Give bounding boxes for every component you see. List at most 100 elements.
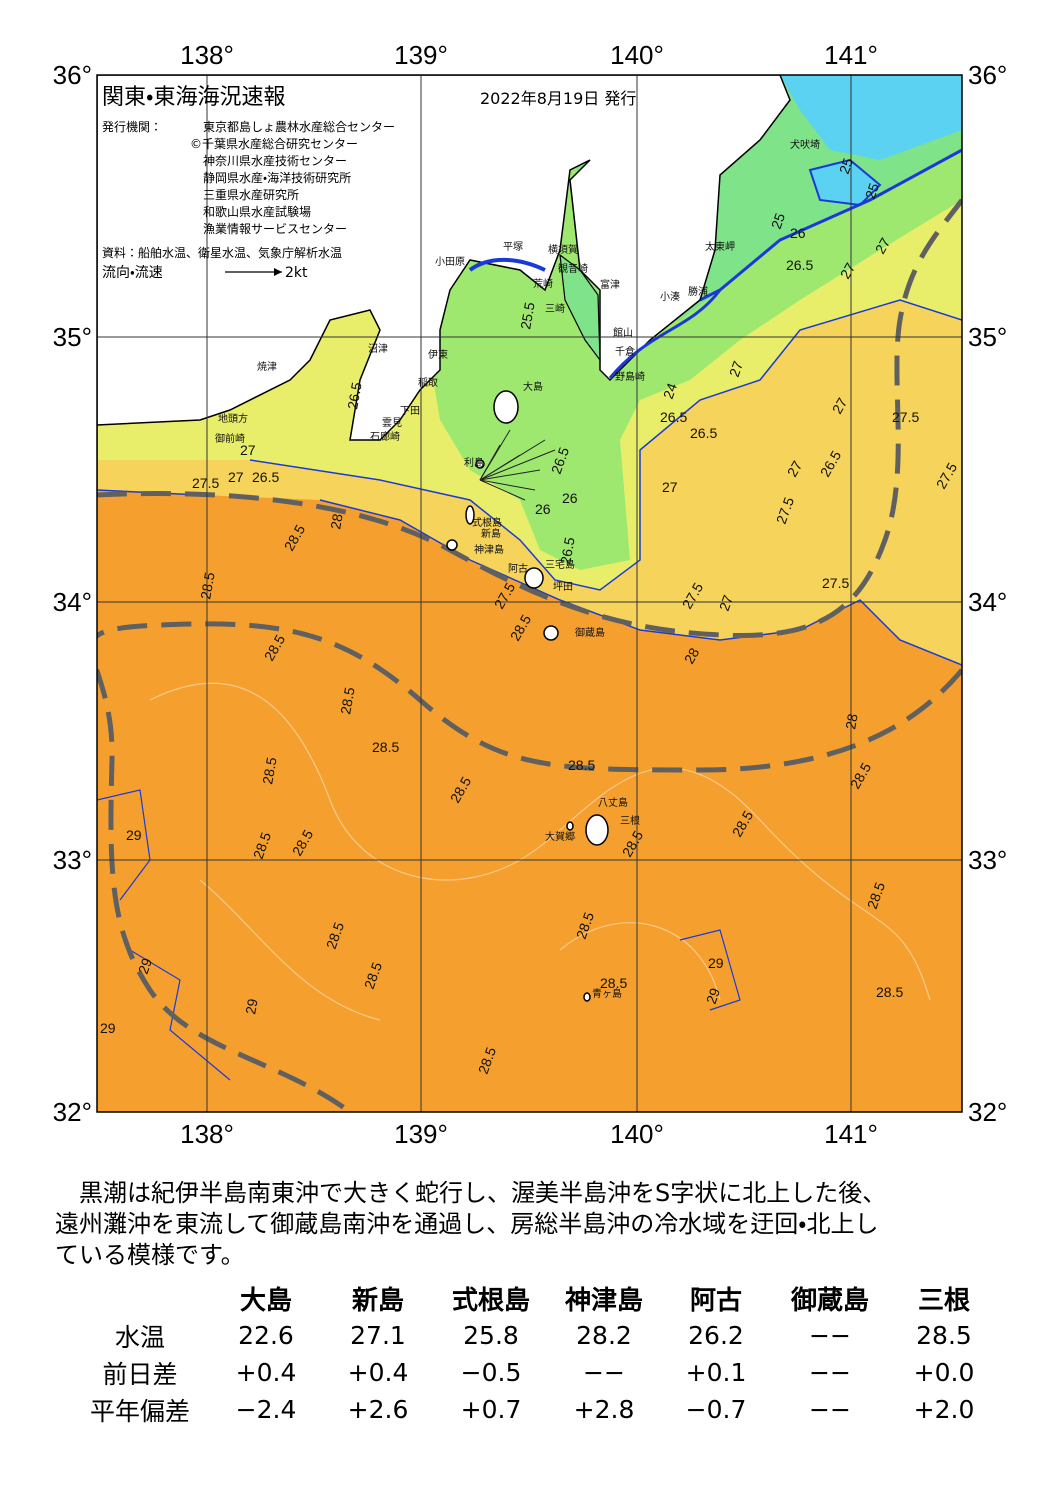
issuer-label: 発行機関：: [102, 120, 162, 134]
contour-label: 27.5: [192, 475, 219, 491]
contour-label: 28.5: [600, 975, 627, 991]
table-cell: −−: [809, 1358, 851, 1387]
contour-label: 27: [228, 469, 244, 485]
contour-label: 27: [240, 442, 256, 458]
row-header: 平年偏差: [89, 1396, 190, 1426]
contour-label: 29: [135, 956, 155, 976]
table-cell: 25.8: [463, 1321, 519, 1350]
table-row: 水温 22.6 27.1 25.8 28.2 26.2 −− 28.5: [70, 1317, 1000, 1354]
place-name: 野島崎: [615, 370, 645, 383]
lat-label-left: 33°: [53, 845, 92, 875]
row-header: 水温: [114, 1322, 165, 1352]
issuer: 漁業情報サービスセンター: [203, 222, 347, 236]
table-cell: 27.1: [350, 1321, 406, 1350]
place-name: 伊東: [428, 348, 448, 361]
description-line: 黒潮は紀伊半島南東沖で大きく蛇行し、渥美半島沖をS字状に北上した後、: [79, 1179, 887, 1207]
place-name: 御前崎: [215, 432, 245, 445]
table-cell: 28.5: [916, 1321, 972, 1350]
contour-label: 25.5: [517, 301, 538, 331]
lat-label-left: 35°: [53, 322, 92, 352]
place-name: 石廊崎: [370, 430, 400, 443]
contour-label: 28.5: [372, 739, 399, 755]
table-cell: +2.0: [913, 1395, 975, 1424]
contour-label: 27: [662, 479, 678, 495]
place-name: 利島: [464, 456, 484, 469]
place-name: 雲見: [382, 417, 402, 429]
place-name: 式根島: [472, 516, 502, 529]
contour-label: 25: [768, 211, 788, 231]
lon-label-bottom: 141°: [824, 1119, 878, 1149]
table-row: 前日差 +0.4 +0.4 −0.5 −− +0.1 −− +0.0: [70, 1354, 1000, 1391]
graticule: [97, 75, 962, 1112]
place-name: 青ヶ島: [592, 987, 622, 1000]
table-cell: −−: [809, 1395, 851, 1424]
contour-label: 26.5: [690, 425, 717, 441]
place-name: 大島: [523, 380, 543, 393]
contour-label: 28.5: [337, 686, 358, 716]
place-name: 稲取: [418, 377, 438, 389]
lon-label-top: 140°: [610, 40, 664, 70]
contour-label: 27: [716, 593, 736, 613]
labels: 138° 138° 139° 139° 140° 140° 141° 141° 36° 36° 35…: [53, 40, 1008, 1149]
contour-label: 26: [790, 225, 806, 241]
contour-label: 26: [562, 490, 578, 506]
place-name: 平塚: [503, 241, 523, 253]
place-name: 横須賀: [548, 243, 578, 256]
place-name: 小田原: [435, 256, 465, 268]
column-header: 新島: [351, 1286, 404, 1316]
place-name: 御蔵島: [575, 626, 605, 639]
table-cell: +0.0: [913, 1358, 975, 1387]
place-name: 勝浦: [688, 285, 708, 298]
lat-label-left: 32°: [53, 1097, 92, 1127]
table-cell: +0.4: [235, 1358, 297, 1387]
issuer: 三重県水産研究所: [203, 188, 299, 202]
column-header: 御蔵島: [790, 1286, 869, 1316]
column-header: 神津島: [564, 1286, 643, 1316]
lat-label-right: 32°: [968, 1097, 1007, 1127]
column-header: 三根: [917, 1286, 970, 1316]
table-cell: −0.7: [685, 1395, 747, 1424]
column-header: 式根島: [451, 1286, 530, 1316]
place-name: 荒崎: [533, 277, 553, 290]
contour-label: 27: [837, 260, 859, 282]
place-name: 焼津: [257, 361, 277, 373]
contour-label: 28.5: [259, 756, 280, 786]
description-line: ている模様です。: [55, 1241, 245, 1269]
contour-label: 25: [862, 181, 882, 201]
issuer: 東京都島しょ農林水産総合センター: [203, 119, 395, 134]
place-name: 下田: [400, 406, 420, 417]
lat-label-right: 33°: [968, 845, 1007, 875]
lat-label-right: 35°: [968, 322, 1007, 352]
lon-label-bottom: 138°: [180, 1119, 234, 1149]
column-header: 大島: [239, 1286, 292, 1316]
place-name: 沼津: [368, 342, 388, 355]
place-name: 神津島: [474, 543, 504, 556]
place-name: 犬吠埼: [790, 138, 820, 151]
contour-label: 28: [327, 512, 345, 530]
table-cell: +0.7: [460, 1395, 522, 1424]
lon-label-bottom: 139°: [394, 1119, 448, 1149]
issue-date: 2022年8月19日 発行: [480, 89, 636, 108]
table-cell: 28.2: [576, 1321, 632, 1350]
table-cell: −2.4: [235, 1395, 297, 1424]
contour-label: 25: [836, 156, 856, 176]
row-header: 前日差: [102, 1359, 178, 1389]
place-name: 観音崎: [558, 262, 588, 275]
contour-label: 26.5: [252, 469, 279, 485]
issuer: 静岡県水産・海洋技術研究所: [203, 170, 351, 185]
place-name: 新島: [481, 527, 501, 540]
place-name: 三崎: [545, 302, 565, 315]
sea-temperature: [97, 75, 962, 1112]
lon-label-top: 141°: [824, 40, 878, 70]
place-name: 大賀郷: [545, 830, 575, 843]
map-title: 関東・東海海況速報: [102, 85, 285, 110]
description: 黒潮は紀伊半島南東沖で大きく蛇行し、渥美半島沖をS字状に北上した後、遠州灘沖を東…: [55, 1178, 1015, 1271]
description-line: 遠州灘沖を東流して御蔵島南沖を通過し、房総半島沖の冷水域を迂回・北上し: [55, 1210, 879, 1238]
lat-label-right: 36°: [968, 60, 1007, 90]
table-cell: 22.6: [238, 1321, 294, 1350]
lat-label-left: 34°: [53, 587, 92, 617]
lon-label-bottom: 140°: [610, 1119, 664, 1149]
place-name: 館山: [613, 326, 633, 339]
table-cell: 26.2: [688, 1321, 744, 1350]
contour-label: 29: [242, 997, 260, 1015]
